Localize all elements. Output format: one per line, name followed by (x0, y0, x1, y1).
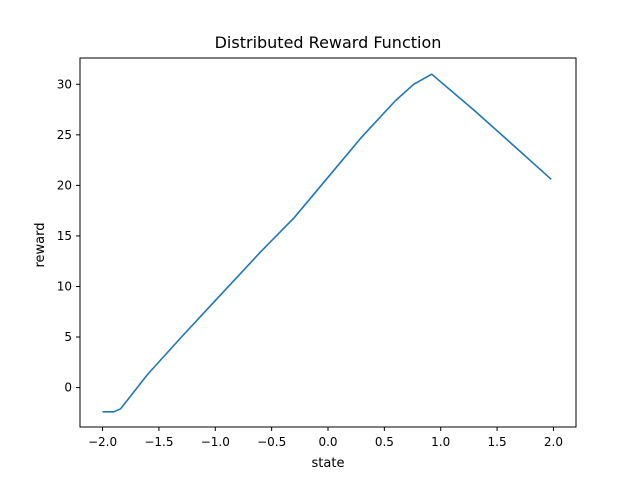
plot-area (79, 57, 577, 428)
plot-frame (79, 57, 577, 428)
y-tick-label: 20 (57, 178, 72, 192)
series-layer (102, 73, 552, 413)
x-tick-label: 1.0 (431, 435, 450, 449)
x-tick-label: 0.5 (375, 435, 394, 449)
y-axis-label: reward (33, 222, 48, 267)
y-axis-ticks: 0 5 10 15 20 25 30 (57, 77, 80, 395)
x-tick-label: −0.5 (257, 435, 286, 449)
chart-title: Distributed Reward Function (215, 33, 442, 52)
y-tick-label: 15 (57, 229, 72, 243)
y-tick-label: 10 (57, 279, 72, 293)
y-tick-label: 25 (57, 128, 72, 142)
y-tick-label: 0 (64, 381, 72, 395)
x-axis-ticks: −2.0 −1.5 −1.0 −0.5 0.0 0.5 1.0 1.5 2.0 (88, 427, 563, 449)
y-tick-label: 5 (64, 330, 72, 344)
x-tick-label: −1.0 (201, 435, 230, 449)
x-tick-label: 1.5 (488, 435, 507, 449)
x-tick-label: −1.5 (144, 435, 173, 449)
x-axis-label: state (312, 456, 345, 471)
series-line (102, 73, 552, 413)
y-tick-label: 30 (57, 77, 72, 91)
x-tick-label: 2.0 (544, 435, 563, 449)
x-tick-label: 0.0 (318, 435, 337, 449)
x-tick-label: −2.0 (88, 435, 117, 449)
